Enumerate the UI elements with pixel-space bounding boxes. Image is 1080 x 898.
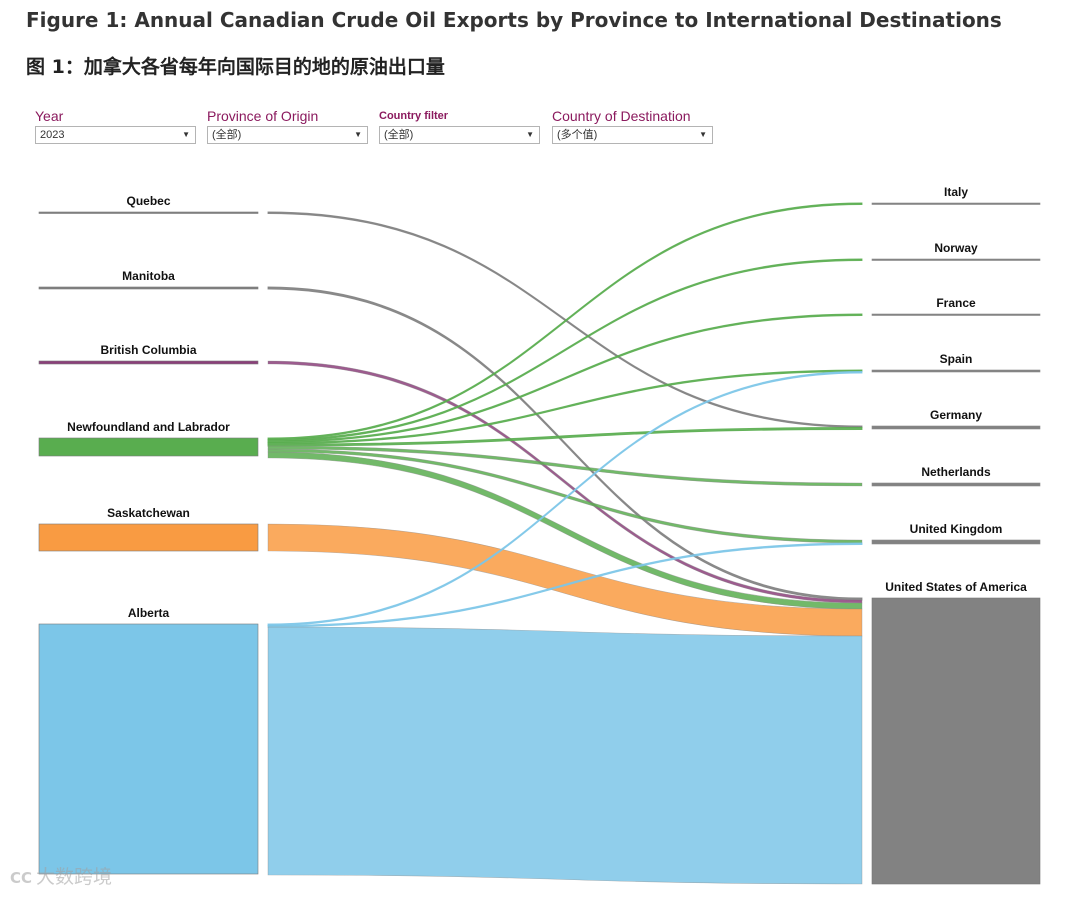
filter-destination-label: Country of Destination — [552, 108, 691, 124]
node-label-newfoundland-and-labrador: Newfoundland and Labrador — [67, 420, 230, 434]
node-label-norway: Norway — [934, 241, 978, 255]
filter-year: Year 2023 ▼ — [35, 107, 196, 144]
chart-title-zh: 图 1：加拿大各省每年向国际目的地的原油出口量 — [26, 56, 445, 78]
node-label-united-kingdom: United Kingdom — [910, 522, 1003, 536]
dropdown-arrow-icon: ▼ — [526, 130, 534, 139]
node-label-alberta: Alberta — [128, 606, 170, 620]
flow-nl-to-italy[interactable] — [267, 202, 863, 440]
node-france[interactable] — [871, 313, 1041, 316]
year-select-value: 2023 — [40, 129, 65, 141]
node-alberta[interactable] — [38, 623, 259, 875]
node-label-italy: Italy — [944, 185, 968, 199]
destination-select-value: (多个值) — [557, 129, 598, 141]
dropdown-arrow-icon: ▼ — [354, 130, 362, 139]
node-label-british-columbia: British Columbia — [100, 343, 196, 357]
node-united-states-of-america[interactable] — [871, 597, 1041, 885]
node-netherlands[interactable] — [871, 482, 1041, 487]
node-label-saskatchewan: Saskatchewan — [107, 506, 190, 520]
node-manitoba[interactable] — [38, 286, 259, 290]
node-label-quebec: Quebec — [126, 194, 170, 208]
node-label-germany: Germany — [930, 408, 982, 422]
node-italy[interactable] — [871, 202, 1041, 205]
province-select-value: (全部) — [212, 129, 242, 141]
flow-nl-to-netherlands[interactable] — [267, 445, 863, 487]
flow-ab-to-uk[interactable] — [267, 542, 863, 628]
node-saskatchewan[interactable] — [38, 523, 259, 552]
flow-nl-to-norway[interactable] — [267, 258, 863, 442]
destination-select[interactable]: (多个值) ▼ — [552, 126, 713, 144]
flow-ab-to-usa[interactable] — [267, 626, 863, 885]
flow-ab-to-spain[interactable] — [267, 371, 863, 626]
filter-year-label: Year — [35, 108, 64, 124]
node-quebec[interactable] — [38, 211, 259, 214]
flow-nl-to-france[interactable] — [267, 313, 863, 443]
node-united-kingdom[interactable] — [871, 539, 1041, 545]
node-british-columbia[interactable] — [38, 360, 259, 365]
flow-nl-to-germany[interactable] — [267, 427, 863, 447]
node-label-manitoba: Manitoba — [122, 269, 175, 283]
year-select[interactable]: 2023 ▼ — [35, 126, 196, 144]
filter-country-label: Country filter — [379, 110, 449, 122]
node-label-france: France — [936, 296, 976, 310]
chart-title-en: Figure 1: Annual Canadian Crude Oil Expo… — [26, 8, 1002, 32]
country-select-value: (全部) — [384, 129, 414, 141]
filter-destination: Country of Destination (多个值) ▼ — [552, 107, 713, 144]
node-newfoundland-and-labrador[interactable] — [38, 437, 259, 457]
country-select[interactable]: (全部) ▼ — [379, 126, 540, 144]
node-label-netherlands: Netherlands — [921, 465, 991, 479]
node-label-united-states-of-america: United States of America — [885, 580, 1027, 594]
province-select[interactable]: (全部) ▼ — [207, 126, 368, 144]
filter-province: Province of Origin (全部) ▼ — [207, 107, 368, 144]
node-norway[interactable] — [871, 258, 1041, 261]
flow-sk-to-usa[interactable] — [267, 523, 863, 637]
node-germany[interactable] — [871, 425, 1041, 430]
node-spain[interactable] — [871, 369, 1041, 373]
node-label-spain: Spain — [940, 352, 973, 366]
dropdown-arrow-icon: ▼ — [182, 130, 190, 139]
dropdown-arrow-icon: ▼ — [699, 130, 707, 139]
filter-province-label: Province of Origin — [207, 108, 319, 124]
sankey-nodes: Quebec Manitoba British Columbia Newfoundla… — [38, 185, 1041, 885]
sankey-links — [267, 202, 863, 885]
filter-country: Country filter (全部) ▼ — [379, 107, 540, 144]
